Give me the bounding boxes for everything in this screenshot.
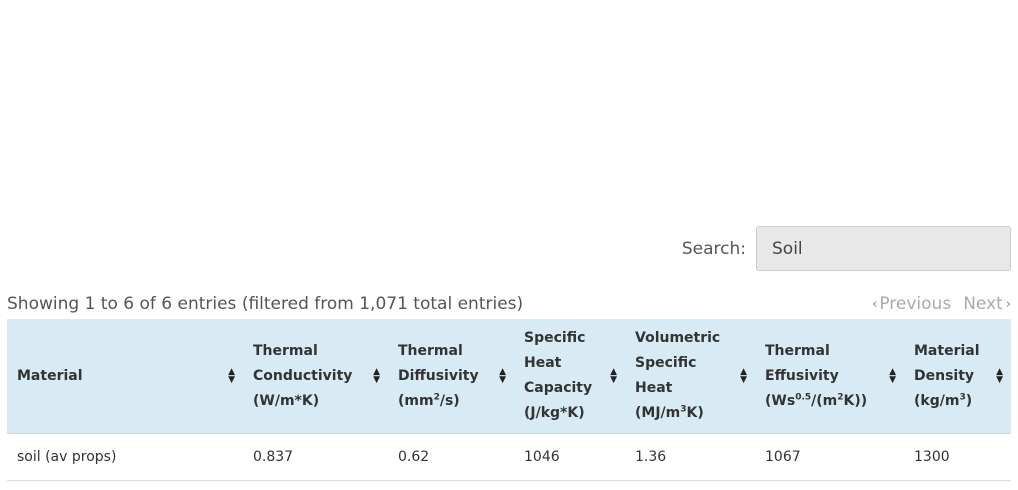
sort-icon[interactable]: ▲ ▼ [373,367,380,385]
column-header-unit: (mm2/s) [398,391,460,409]
column-header-label: Thermal [398,342,463,359]
column-header-label: Conductivity [253,367,353,384]
column-header-unit: (W/m*K) [253,392,320,409]
column-header-label: Specific [635,355,697,371]
table-info-row: Showing 1 to 6 of 6 entries (filtered fr… [7,292,1011,316]
table-header-row: Material ▲ ▼ Thermal Conductivity (W/m*K)… [7,319,1011,434]
column-header-label: Material [914,342,980,359]
column-header-conductivity[interactable]: Thermal Conductivity (W/m*K) ▲ ▼ [243,319,388,434]
previous-button[interactable]: Previous [879,294,952,314]
column-header-label: Density [914,367,975,384]
column-header-unit: (kg/m3) [914,391,973,409]
cell-effusivity: 1067 [755,433,904,481]
column-header-label: Heat [524,355,562,371]
column-header-material[interactable]: Material ▲ ▼ [7,319,243,434]
column-header-effusivity[interactable]: Thermal Effusivity (Ws0.5/(m2K)) ▲ ▼ [755,319,904,434]
search-input[interactable] [756,226,1011,271]
column-header-unit: (J/kg*K) [524,405,585,421]
search-label: Search: [681,238,746,259]
column-header-label: Capacity [524,380,593,396]
cell-material: soil (av props) [7,433,243,481]
column-header-label: Effusivity [765,367,839,384]
column-header-label: Heat [635,380,673,396]
column-header-unit: (MJ/m3K) [635,404,704,421]
pagination: ‹ Previous Next › [872,294,1011,314]
column-header-volumetric-heat[interactable]: Volumetric Specific Heat (MJ/m3K) ▲ ▼ [625,319,755,434]
sort-icon[interactable]: ▲ ▼ [996,367,1003,385]
materials-table: Material ▲ ▼ Thermal Conductivity (W/m*K)… [7,319,1011,481]
cell-conductivity: 0.837 [243,433,388,481]
chevron-left-icon: ‹ [872,296,878,312]
next-button[interactable]: Next [963,294,1003,314]
column-header-label: Specific [524,330,586,346]
column-header-specific-heat[interactable]: Specific Heat Capacity (J/kg*K) ▲ ▼ [514,319,625,434]
table-info-text: Showing 1 to 6 of 6 entries (filtered fr… [7,294,524,314]
sort-icon[interactable]: ▲ ▼ [499,367,506,385]
column-header-label: Material [17,367,83,384]
chevron-right-icon: › [1005,296,1011,312]
column-header-density[interactable]: Material Density (kg/m3) ▲ ▼ [904,319,1011,434]
column-header-label: Volumetric [635,330,721,346]
column-header-diffusivity[interactable]: Thermal Diffusivity (mm2/s) ▲ ▼ [388,319,514,434]
cell-diffusivity: 0.62 [388,433,514,481]
sort-icon[interactable]: ▲ ▼ [228,367,235,385]
search-row: Search: [682,226,1011,271]
column-header-label: Diffusivity [398,367,479,384]
table-row[interactable]: soil (av props) 0.837 0.62 1046 1.36 106… [7,433,1011,481]
sort-icon[interactable]: ▲ ▼ [740,367,747,385]
column-header-unit: (Ws0.5/(m2K)) [765,391,868,409]
sort-icon[interactable]: ▲ ▼ [610,367,617,385]
cell-specific-heat: 1046 [514,433,625,481]
sort-icon[interactable]: ▲ ▼ [889,367,896,385]
column-header-label: Thermal [253,342,318,359]
cell-density: 1300 [904,433,1011,481]
cell-volumetric-heat: 1.36 [625,433,755,481]
column-header-label: Thermal [765,342,830,359]
